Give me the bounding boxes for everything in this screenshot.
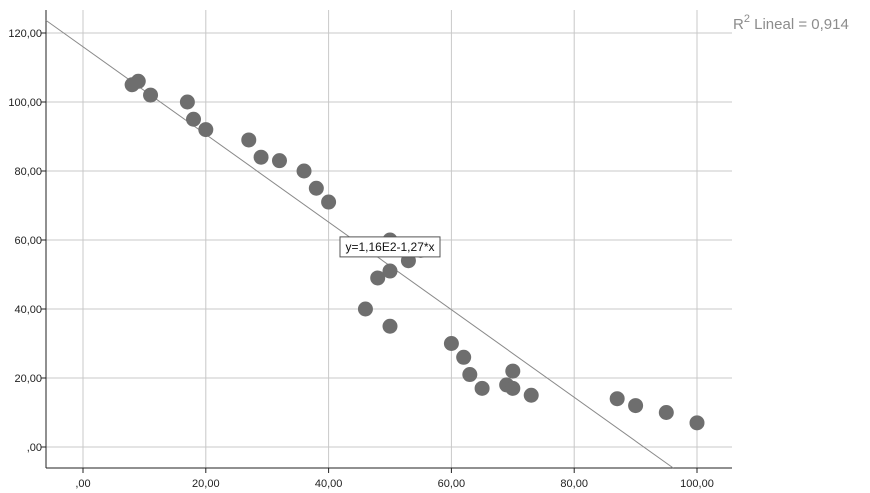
r2-suffix: Lineal = 0,914: [750, 16, 849, 33]
x-tick-label: 80,00: [560, 478, 588, 490]
data-point: [143, 88, 158, 103]
x-axis-ticks: ,00 20,00 40,00 60,00 80,00 100,00: [75, 468, 713, 490]
data-point: [383, 319, 398, 334]
data-point: [321, 195, 336, 210]
data-point: [524, 388, 539, 403]
data-point: [444, 336, 459, 351]
y-tick-label: 20,00: [14, 373, 42, 385]
equation-label: y=1,16E2-1,27*x: [345, 240, 434, 254]
x-tick-label: ,00: [75, 478, 90, 490]
y-tick-label: 60,00: [14, 235, 42, 247]
r2-prefix: R: [733, 16, 744, 33]
data-point: [358, 302, 373, 317]
data-point: [659, 405, 674, 420]
annotation-layer: y=1,16E2-1,27*x: [340, 237, 440, 257]
y-axis-ticks: ,00 20,00 40,00 60,00 80,00 100,00 120,00: [8, 28, 46, 454]
x-tick-label: 100,00: [680, 478, 714, 490]
x-tick-label: 20,00: [192, 478, 220, 490]
data-point: [131, 74, 146, 89]
data-point: [690, 415, 705, 430]
data-point: [198, 122, 213, 137]
data-point: [456, 350, 471, 365]
data-point: [628, 398, 643, 413]
y-tick-label: ,00: [27, 442, 42, 454]
y-tick-label: 80,00: [14, 166, 42, 178]
data-point: [462, 367, 477, 382]
y-tick-label: 100,00: [8, 97, 42, 109]
data-point: [297, 164, 312, 179]
x-tick-label: 40,00: [315, 478, 343, 490]
r2-label: R2 Lineal = 0,914: [733, 13, 849, 33]
y-tick-label: 120,00: [8, 28, 42, 40]
data-point: [186, 112, 201, 127]
data-point: [309, 181, 324, 196]
data-point: [180, 95, 195, 110]
x-tick-label: 60,00: [438, 478, 466, 490]
y-tick-label: 40,00: [14, 304, 42, 316]
data-point: [383, 264, 398, 279]
data-point: [475, 381, 490, 396]
data-point: [254, 150, 269, 165]
data-point: [610, 391, 625, 406]
data-point: [505, 364, 520, 379]
data-point: [272, 153, 287, 168]
data-point: [505, 381, 520, 396]
data-point: [241, 132, 256, 147]
